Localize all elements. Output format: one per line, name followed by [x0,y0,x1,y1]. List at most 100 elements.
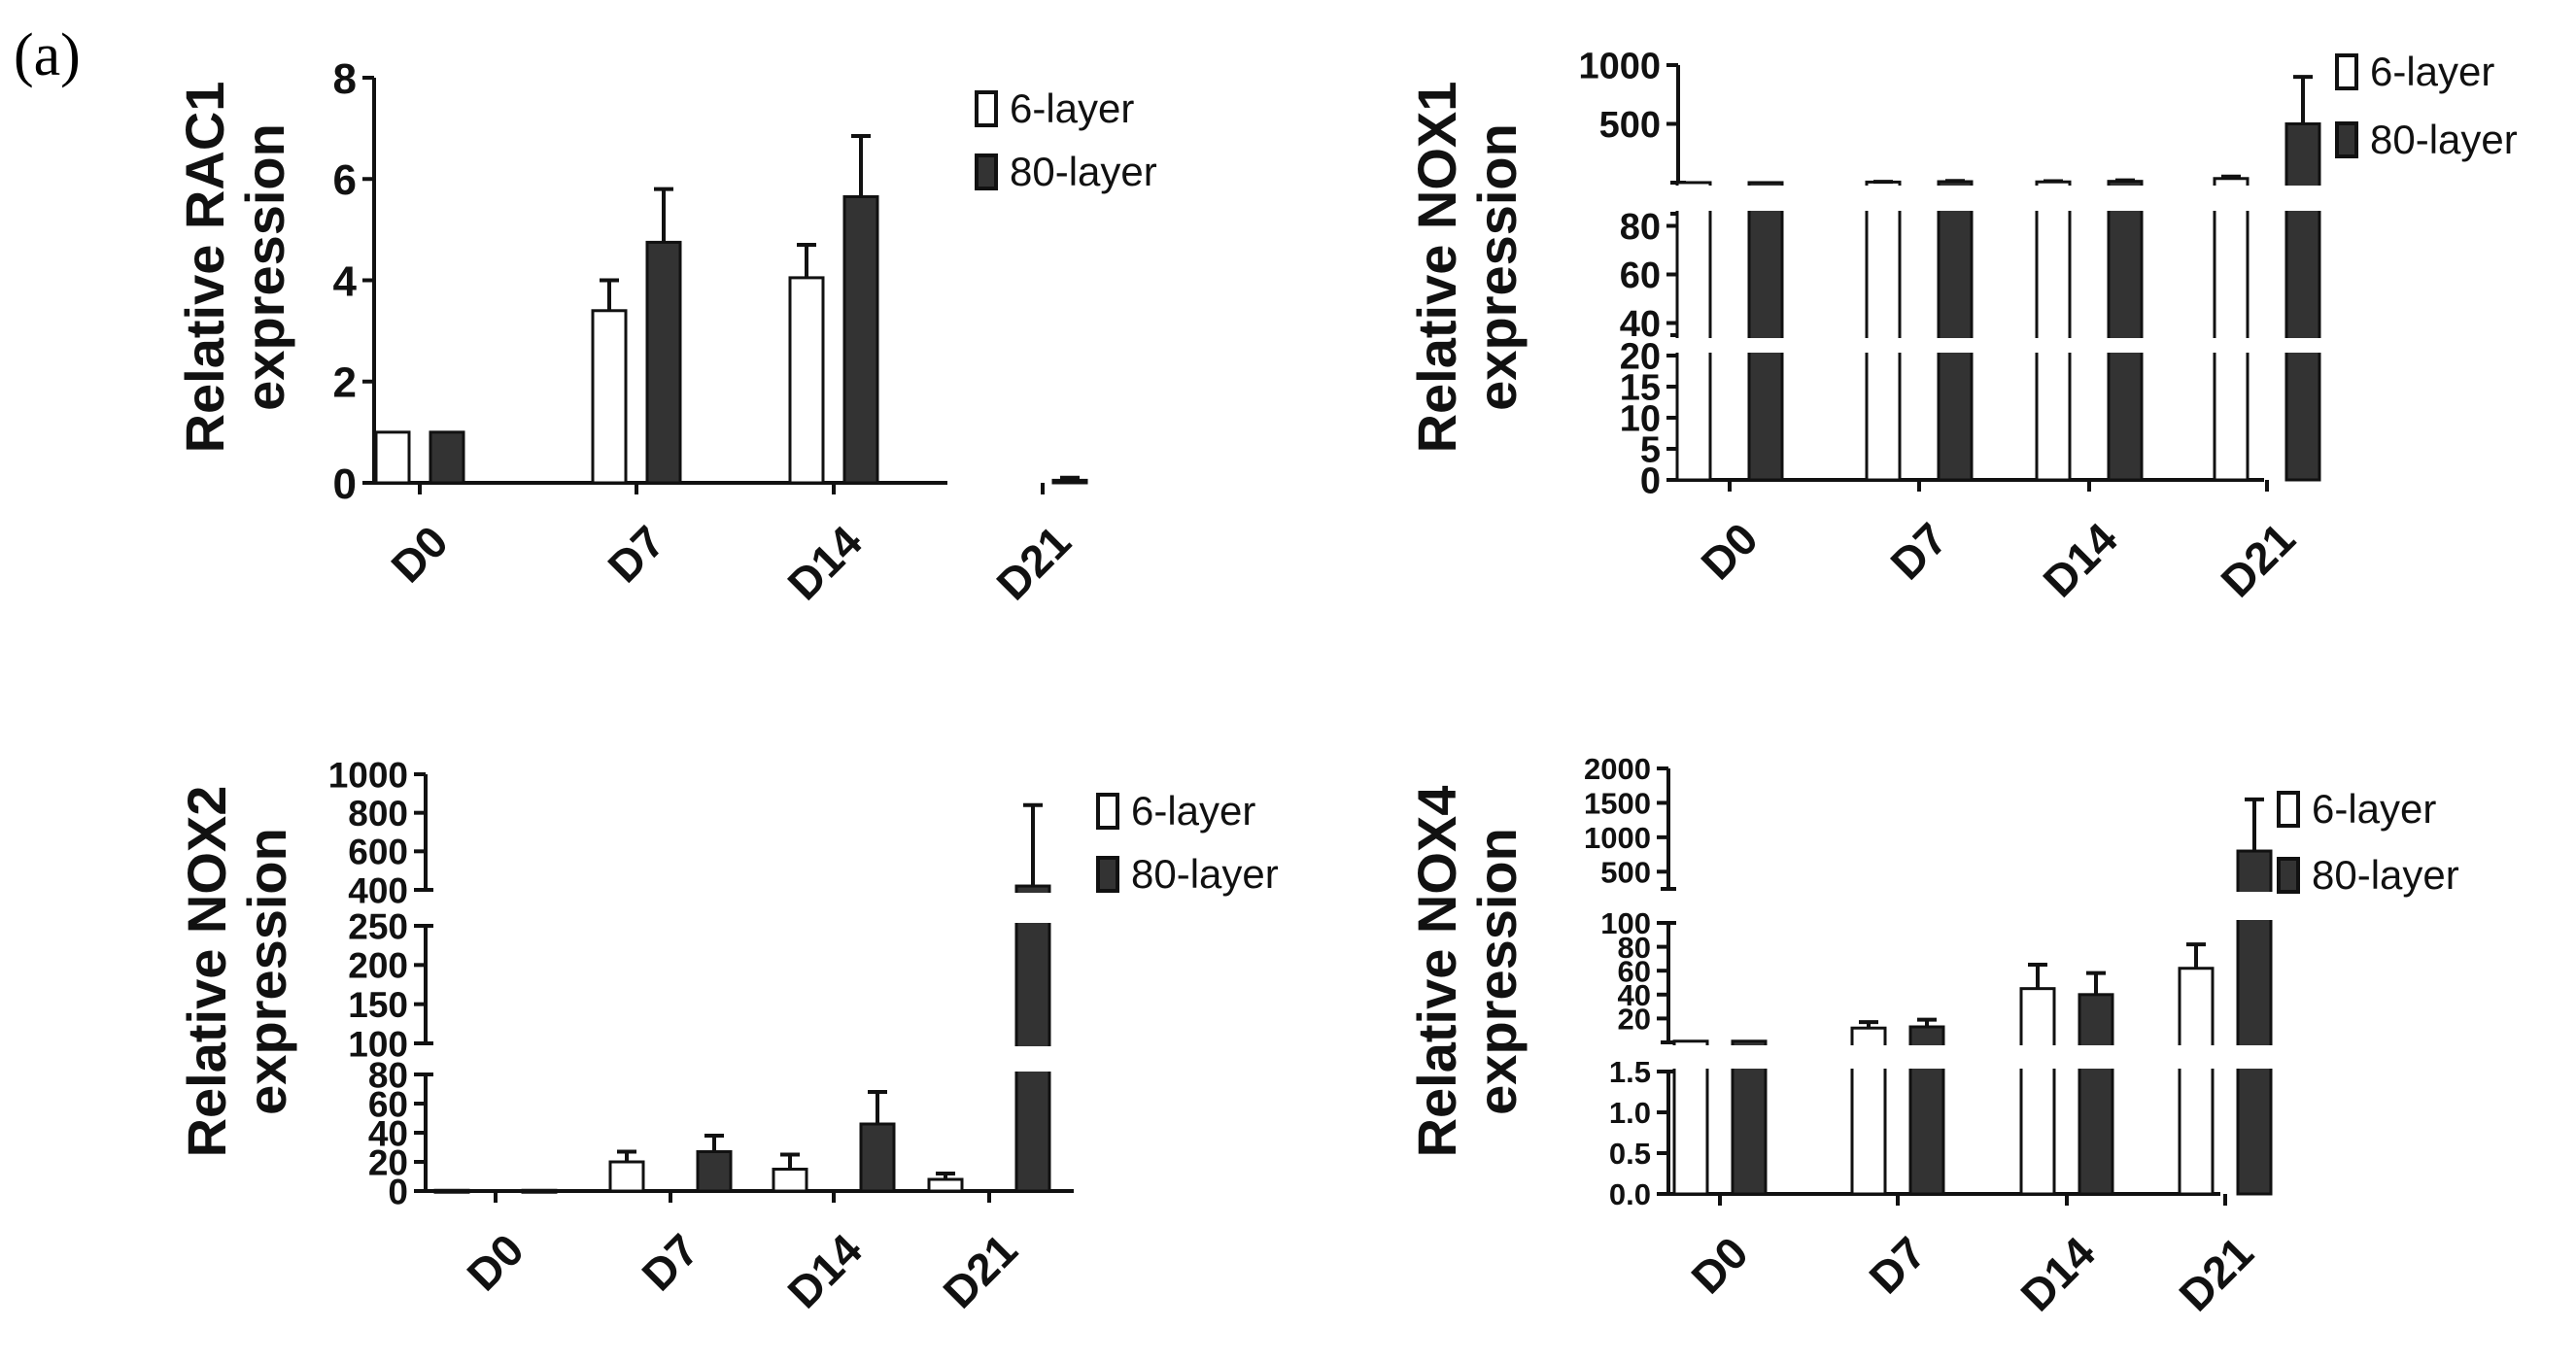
y-tick-label: 60 [1618,954,1651,988]
x-category-label: D0 [457,1224,532,1300]
bar-six-layer [2035,180,2072,482]
bar-eighty-layer [645,240,682,485]
bar-break-gap [1936,338,1975,353]
y-tick-label: 1.0 [1609,1096,1651,1130]
y-tick-label: 2000 [1584,752,1651,786]
legend-label: 6-layer [1010,85,1134,131]
x-category-label-group: D21 [933,1224,1026,1317]
x-category-label-group: D7 [598,516,673,592]
bar-eighty-layer [2107,180,2144,482]
bar-break-gap [2106,338,2145,353]
y-tick-label: 15 [1620,368,1661,409]
y-tick-label: 800 [348,794,408,834]
bar-six-layer [2019,987,2056,1196]
y-tick-label: 0 [333,460,357,508]
x-category-label: D21 [986,516,1080,609]
y-tick-label: 4 [333,257,358,305]
legend-label: 80-layer [1010,149,1157,194]
y-tick-label: 250 [348,906,408,946]
legend-label: 6-layer [1131,788,1255,834]
bar-break-gap [2235,1045,2274,1069]
x-category-label: D7 [632,1224,707,1300]
bar-break-gap [2034,338,2073,353]
y-axis-label-line1: Relative NOX1 [1406,82,1467,454]
y-axis-label-line1: Relative NOX2 [176,786,237,1158]
y-tick-label: 600 [348,833,408,872]
bar-break-gap [2284,338,2322,353]
bar-eighty-layer [2284,122,2321,482]
legend-swatch-six-layer [2277,791,2300,828]
bar-break-gap [1674,338,1713,353]
y-tick-label: 1000 [328,755,408,795]
y-tick-label: 20 [1620,337,1661,378]
bar-six-layer [1865,180,1902,482]
y-tick-label: 100 [1600,906,1651,940]
x-category-label-group: D14 [2010,1227,2105,1321]
bar-break-gap [1674,186,1713,211]
x-category-label: D7 [1880,513,1956,589]
y-tick-label: 200 [348,946,408,986]
bar-break-gap [1907,1045,1946,1069]
x-category-label: D21 [2211,513,2304,606]
x-category-label-group: D0 [1681,1227,1757,1303]
y-tick-label: 5 [1640,430,1661,471]
y-tick-label: 40 [368,1113,408,1153]
y-axis-label-line1: Relative NOX4 [1406,786,1467,1158]
x-category-label: D21 [933,1224,1026,1317]
legend-swatch-six-layer [2335,53,2358,90]
legend-swatch-six-layer [1096,793,1119,830]
x-category-label: D0 [381,516,457,592]
y-tick-label: 80 [368,1055,408,1095]
bar-eighty-layer [842,194,879,485]
legend-label: 80-layer [2312,852,2459,898]
legend-label: 80-layer [2370,117,2518,162]
y-tick-label: 10 [1620,399,1661,440]
x-category-label-group: D21 [986,516,1080,609]
panel-label: (a) [14,22,81,88]
legend-swatch-six-layer [975,90,998,127]
y-axis-label-line2: expression [236,828,297,1115]
bar-break-gap [2034,186,2073,211]
x-category-label: D14 [2010,1227,2105,1321]
y-tick-label: 20 [1618,1003,1651,1037]
legend-swatch-eighty-layer [975,153,998,190]
y-tick-label: 1000 [1578,47,1661,87]
x-category-label: D21 [2169,1227,2262,1320]
y-axis-label-line2: expression [234,123,295,411]
x-category-label: D14 [777,516,872,610]
y-axis-label-line1: Relative RAC1 [174,82,235,454]
legend-swatch-eighty-layer [1096,856,1119,893]
bar-break-gap [2018,1045,2057,1069]
bar-break-gap [1936,186,1975,211]
bar-break-gap [2106,186,2145,211]
y-tick-label: 80 [1618,931,1651,965]
bar-break-gap [1013,893,1052,923]
y-tick-label: 100 [348,1024,408,1064]
bar-break-gap [2235,892,2274,920]
y-tick-label: 0.5 [1609,1137,1651,1171]
bar-six-layer [2213,177,2250,482]
bar-break-gap [1671,1045,1710,1069]
bar-eighty-layer [429,430,465,485]
y-tick-label: 500 [1599,105,1661,146]
bar-eighty-layer [1937,180,1974,482]
x-category-label: D14 [2033,513,2127,607]
y-tick-label: 40 [1618,978,1651,1012]
bar-break-gap [2177,1045,2215,1069]
y-axis-label: Relative NOX1 expression [1406,82,1528,454]
y-tick-label: 2 [333,359,357,407]
bar-six-layer [772,1168,808,1193]
y-axis-label: Relative RAC1 expression [174,82,295,454]
bar-break-gap [2284,186,2322,211]
y-tick-label: 500 [1600,855,1651,889]
x-category-label-group: D0 [457,1224,532,1300]
y-axis-label: Relative NOX2 expression [176,786,297,1158]
bar-eighty-layer [859,1122,896,1193]
chart-panel-1: Relative RAC1 expression 0 2 4 6 8 D0 D7 D14 D21 6-… [174,55,1157,610]
y-tick-label: 400 [348,870,408,910]
bar-eighty-layer [521,1188,558,1194]
y-tick-label: 8 [333,55,357,103]
chart-panel-3: Relative NOX2 expression 02040608010015020… [176,755,1279,1317]
y-axis-label-line2: expression [1466,828,1528,1115]
